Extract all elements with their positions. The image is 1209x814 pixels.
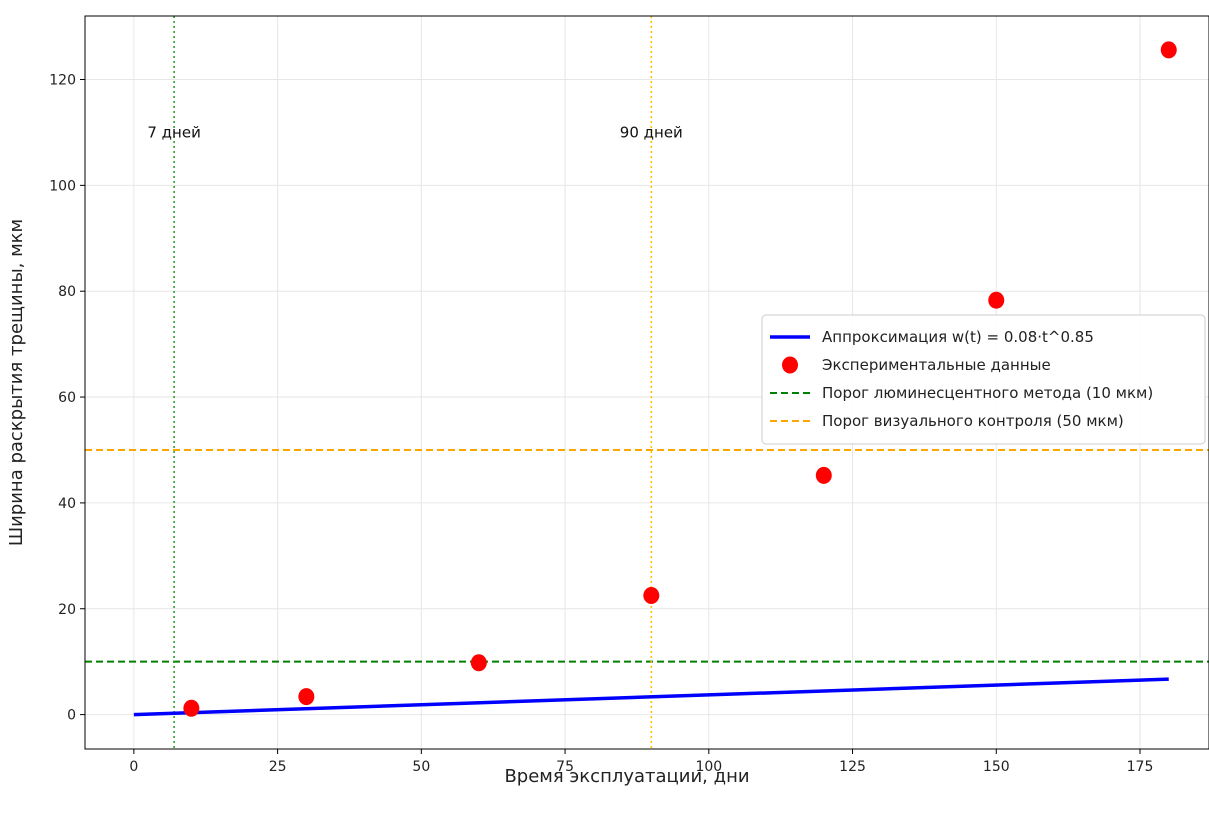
x-tick-label: 150 <box>983 759 1010 775</box>
data-point <box>1160 41 1177 59</box>
x-tick-label: 50 <box>412 759 430 775</box>
x-ticks: 0 25 50 75 100 125 150 175 <box>129 749 1153 775</box>
axes <box>84 15 1209 750</box>
axes-frame <box>84 15 1209 750</box>
vertical-marker-label: 7 дней <box>147 123 200 141</box>
x-tick-label: 125 <box>839 759 866 775</box>
x-tick-label: 175 <box>1127 759 1154 775</box>
x-tick-label: 100 <box>695 759 722 775</box>
legend-label: Порог визуального контроля (50 мкм) <box>822 412 1124 430</box>
fit-line-group <box>133 677 1169 717</box>
marker-lines <box>173 16 653 749</box>
vertical-marker-label: 90 дней <box>620 123 683 141</box>
y-ticks: 0 20 40 60 80 100 120 <box>49 73 85 724</box>
legend-box <box>761 314 1206 445</box>
x-tick-label: 0 <box>129 759 138 775</box>
y-tick-label: 20 <box>58 602 76 618</box>
threshold-lines <box>85 448 1209 663</box>
annotations: 7 дней 90 дней <box>147 123 682 141</box>
data-point <box>183 699 200 717</box>
legend-swatch <box>782 356 798 374</box>
y-tick-label: 0 <box>67 708 76 724</box>
legend: Аппроксимация w(t) = 0.08·t^0.85 Эксперим… <box>761 314 1206 445</box>
y-tick-label: 60 <box>58 390 76 406</box>
y-tick-label: 120 <box>49 73 76 89</box>
data-point <box>643 587 660 605</box>
legend-label: Экспериментальные данные <box>822 356 1051 374</box>
y-tick-label: 40 <box>58 496 76 512</box>
data-point <box>988 291 1005 309</box>
x-axis-label: Время эксплуатации, дни <box>504 766 749 787</box>
legend-label: Порог люминесцентного метода (10 мкм) <box>822 384 1153 402</box>
x-tick-label: 75 <box>556 759 574 775</box>
y-axis-label: Ширина раскрытия трещины, мкм <box>6 219 27 546</box>
y-tick-label: 80 <box>58 284 76 300</box>
data-point <box>470 654 487 672</box>
y-tick-label: 100 <box>49 178 76 194</box>
fit-line <box>133 677 1169 717</box>
x-tick-label: 25 <box>269 759 287 775</box>
legend-label: Аппроксимация w(t) = 0.08·t^0.85 <box>822 328 1094 346</box>
data-point <box>298 688 315 706</box>
scatter-points <box>183 41 1177 717</box>
data-point <box>815 466 832 484</box>
grid <box>85 16 1209 749</box>
